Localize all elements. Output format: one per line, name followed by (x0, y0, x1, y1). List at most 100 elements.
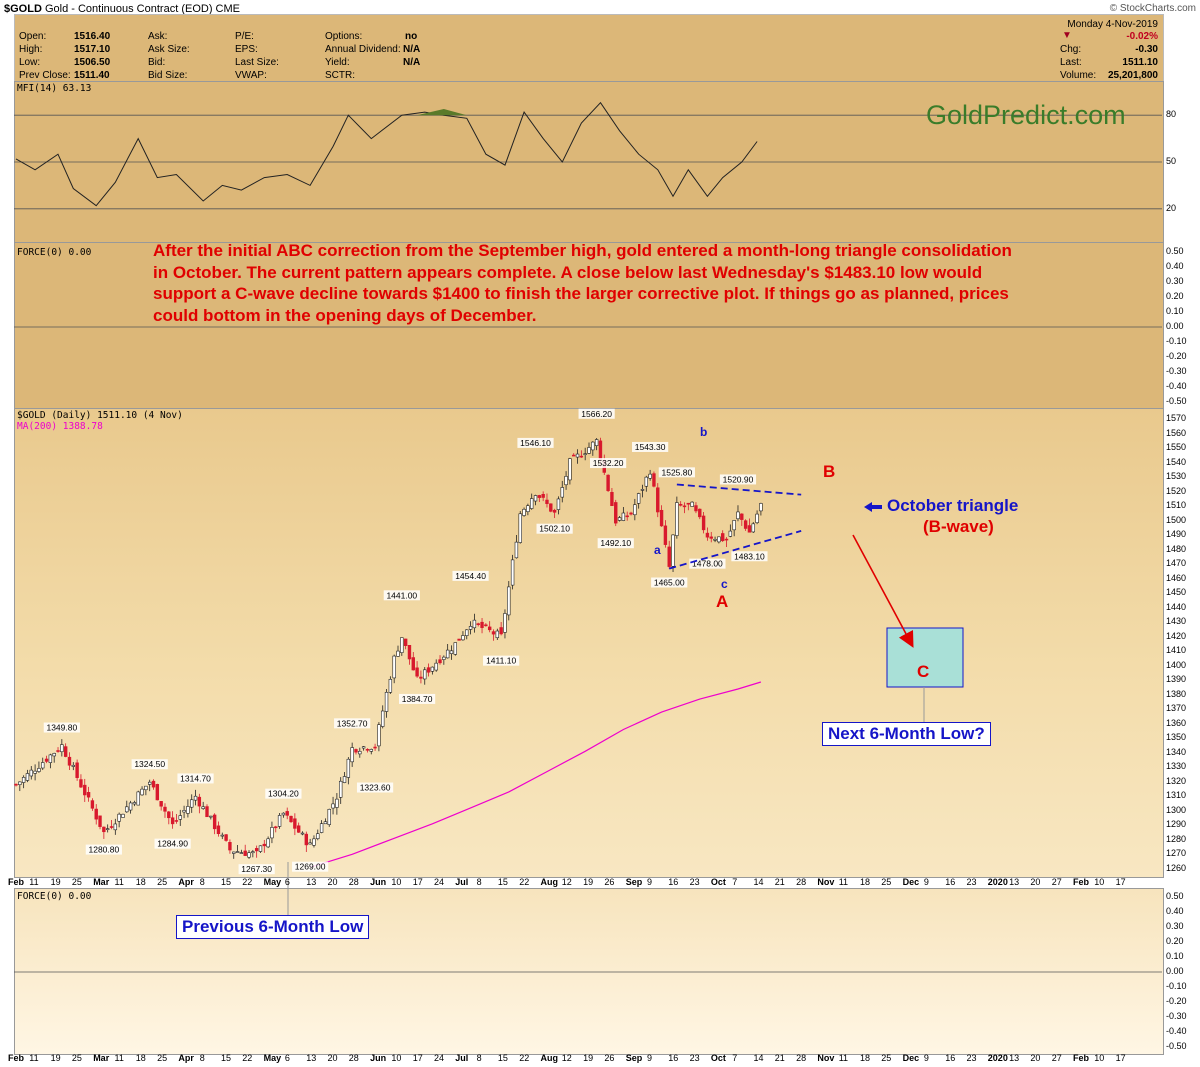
candle-body (41, 762, 45, 769)
x-axis-label-bottom: 22 (519, 1053, 530, 1063)
wave-label-A: A (716, 592, 729, 611)
candle-body (338, 780, 343, 798)
bid-size-label: Bid Size: (148, 70, 188, 81)
candle-body (633, 504, 637, 516)
x-axis-label: May (263, 877, 282, 887)
candle-body (190, 799, 194, 808)
candle-body (552, 509, 557, 513)
candle-body (549, 503, 553, 512)
candle-body (296, 825, 301, 833)
x-axis-label-bottom: 15 (497, 1053, 508, 1063)
price-label-bg (590, 458, 627, 469)
prev-close-value: 1511.40 (74, 70, 110, 81)
candle-body (216, 825, 221, 835)
candle-body (44, 758, 49, 762)
price-label-bg (483, 655, 520, 666)
price-label: 1532.20 (593, 458, 624, 468)
x-axis-label: Feb (1073, 877, 1090, 887)
price-tick-label: 1550 (1166, 442, 1187, 453)
x-axis-label-bottom: 8 (476, 1053, 482, 1063)
price-label: 1441.00 (386, 590, 417, 600)
candle-body (652, 473, 656, 487)
low-value: 1506.50 (74, 57, 111, 68)
candle-body (419, 676, 423, 679)
price-label: 1520.90 (723, 474, 754, 484)
quote-panel (14, 14, 1164, 82)
x-axis-label: 23 (966, 877, 977, 887)
candle-body (678, 504, 683, 506)
october-triangle-label: October triangle (887, 496, 1019, 515)
price-label: 1323.60 (360, 783, 391, 793)
chg-value: -0.30 (1135, 44, 1158, 55)
candle-body (656, 487, 660, 513)
force-top-tick-label: 0.50 (1166, 246, 1184, 256)
candle-body (675, 502, 679, 536)
price-tick-label: 1280 (1166, 833, 1187, 844)
down-arrow (852, 534, 914, 648)
candle-body (121, 813, 125, 818)
candle-body (751, 523, 755, 533)
candle-body (365, 748, 370, 751)
candle-body (98, 815, 102, 827)
price-label-bg (399, 693, 436, 704)
provider-logo[interactable]: © StockCharts.com (1109, 3, 1196, 14)
candle-body (396, 650, 400, 657)
candle-body (449, 650, 454, 654)
candle-body (522, 508, 526, 516)
candle-body (220, 834, 224, 837)
price-tick-label: 1300 (1166, 804, 1187, 815)
x-axis-label: 9 (647, 877, 653, 887)
price-label: 1465.00 (654, 578, 685, 588)
x-axis-label: 10 (391, 877, 402, 887)
candle-body (312, 838, 316, 846)
high-value: 1517.10 (74, 44, 111, 55)
x-axis-label-bottom: 16 (668, 1053, 679, 1063)
price-label-bg (731, 551, 768, 562)
x-axis-label: 18 (860, 877, 871, 887)
left-arrow-icon (864, 502, 882, 512)
candle-body (48, 754, 53, 763)
price-label-bg (536, 523, 573, 534)
force-bottom-tick-label: -0.20 (1166, 996, 1187, 1006)
price-tick-label: 1360 (1166, 717, 1187, 728)
candle-body (209, 815, 213, 818)
x-axis-label-bottom: Dec (902, 1053, 920, 1063)
candle-body (205, 806, 209, 818)
candle-body (14, 783, 18, 786)
x-axis-label-bottom: 11 (114, 1053, 124, 1063)
candle-body (182, 810, 186, 813)
price-title: $GOLD (Daily) 1511.10 (4 Nov) (17, 410, 183, 421)
force-bottom-tick-label: -0.10 (1166, 981, 1187, 991)
price-label: 1546.10 (520, 438, 551, 448)
x-axis-label: 7 (732, 877, 738, 887)
candle-body (705, 532, 710, 538)
x-axis-label: 17 (1115, 877, 1126, 887)
x-axis-label: 8 (476, 877, 482, 887)
candle-body (614, 502, 618, 524)
force-bottom-tick-label: -0.50 (1166, 1041, 1187, 1051)
x-axis-label-bottom: 25 (157, 1053, 168, 1063)
candle-body (572, 454, 576, 457)
price-label-bg (689, 558, 726, 569)
price-label-bg (154, 838, 191, 849)
force-top-tick-label: 0.30 (1166, 276, 1184, 286)
yield-value: N/A (403, 57, 421, 68)
candle-body (659, 509, 664, 527)
price-label: 1324.50 (134, 759, 165, 769)
price-label: 1502.10 (539, 524, 570, 534)
x-axis-label: 16 (668, 877, 679, 887)
x-axis-label: 2020 (987, 877, 1008, 887)
candle-body (732, 520, 736, 531)
candle-body (212, 814, 217, 830)
candle-body (358, 750, 362, 755)
candle-body (148, 781, 152, 785)
x-axis-label: 13 (1009, 877, 1020, 887)
candle-body (52, 753, 56, 757)
x-axis-label: 13 (306, 877, 317, 887)
candle-body (239, 852, 244, 854)
price-tick-label: 1540 (1166, 456, 1187, 467)
x-axis-label: Mar (93, 877, 110, 887)
candle-body (83, 784, 87, 796)
force-bottom-tick-label: 0.10 (1166, 951, 1184, 961)
x-axis-label-bottom: 9 (647, 1053, 653, 1063)
